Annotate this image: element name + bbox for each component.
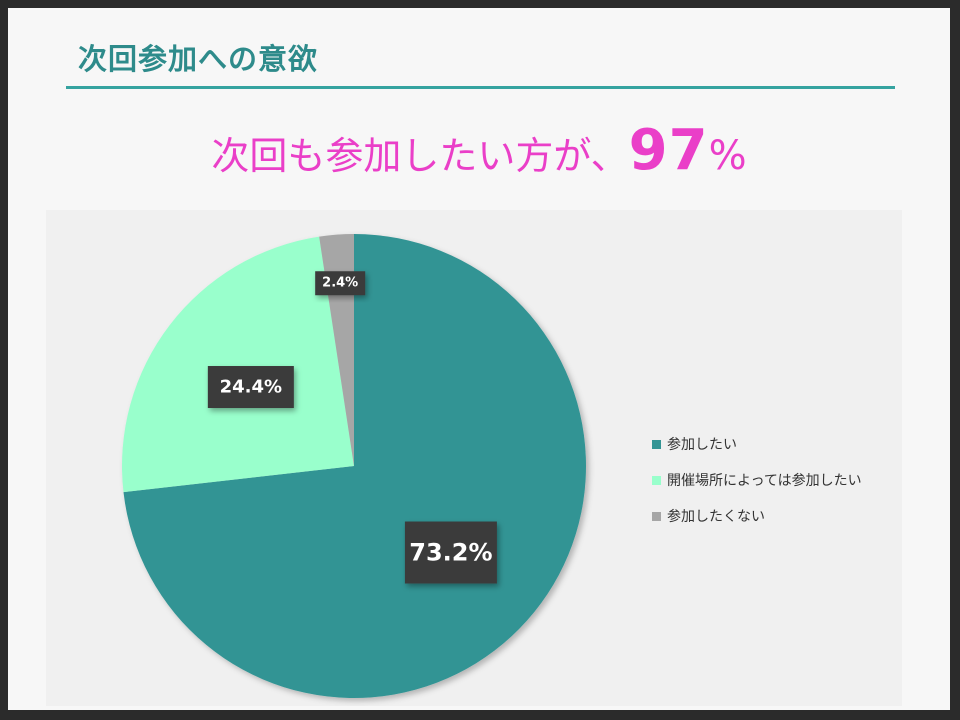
legend-swatch xyxy=(652,439,661,449)
slide: 次回参加への意欲 次回も参加したい方が、97% 73.2% 24.4% 2.4% 参… xyxy=(8,8,950,710)
data-label-2: 24.4% xyxy=(207,366,294,409)
data-label-text: 2.4% xyxy=(322,276,358,291)
slide-title: 次回参加への意欲 xyxy=(78,42,319,76)
data-label-text: 24.4% xyxy=(220,377,282,398)
headline-unit: % xyxy=(708,133,747,179)
legend-swatch xyxy=(652,475,661,485)
legend-item-1: 参加したい xyxy=(652,426,862,462)
pie-chart: 73.2% 24.4% 2.4% xyxy=(122,234,586,698)
legend-label: 参加したい xyxy=(667,437,737,453)
data-label-3: 2.4% xyxy=(315,271,366,296)
chart-area: 73.2% 24.4% 2.4% 参加したい開催場所によっては参加したい 参加したくな… xyxy=(46,210,902,706)
headline-value: 97 xyxy=(628,118,709,183)
headline-text: 次回も参加したい方が、 xyxy=(211,134,629,178)
data-label-box xyxy=(404,521,497,584)
legend-item-2: 開催場所によっては参加したい xyxy=(652,462,862,498)
data-label-1: 73.2% xyxy=(404,521,497,584)
legend: 参加したい開催場所によっては参加したい 参加したくない xyxy=(652,426,862,534)
legend-label: 開催場所によっては参加したい xyxy=(667,473,862,489)
legend-swatch xyxy=(652,511,661,521)
legend-item-3: 参加したくない xyxy=(652,498,862,534)
legend-label: 参加したくない xyxy=(667,509,765,525)
data-label-text: 73.2% xyxy=(409,539,492,567)
data-label-box xyxy=(207,366,294,409)
pie-slice-2 xyxy=(122,236,354,493)
title-divider xyxy=(66,86,895,89)
headline: 次回も参加したい方が、97% xyxy=(8,118,950,183)
data-label-box xyxy=(315,271,366,296)
